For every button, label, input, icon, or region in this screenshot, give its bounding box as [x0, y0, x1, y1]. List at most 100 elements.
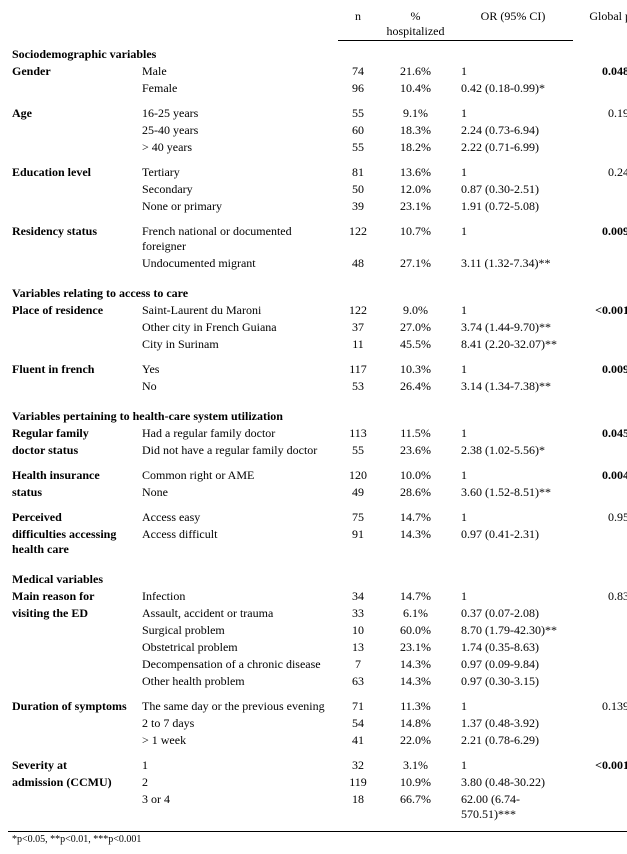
table-row: Education levelTertiary8113.6%10.24	[8, 164, 627, 181]
table-row: None or primary3923.1%1.91 (0.72-5.08)	[8, 198, 627, 215]
p-value	[573, 774, 627, 791]
variable-label	[8, 791, 138, 823]
variable-label	[8, 198, 138, 215]
category-label: 2	[138, 774, 338, 791]
or-value: 1	[453, 63, 573, 80]
p-value: 0.83	[573, 588, 627, 605]
p-value	[573, 378, 627, 395]
category-label: Undocumented migrant	[138, 255, 338, 272]
n-value: 74	[338, 63, 378, 80]
or-value: 8.41 (2.20-32.07)**	[453, 336, 573, 353]
pct-value: 14.3%	[378, 656, 453, 673]
p-value	[573, 139, 627, 156]
table-row: No5326.4%3.14 (1.34-7.38)**	[8, 378, 627, 395]
variable-label: Education level	[8, 164, 138, 181]
or-value: 1	[453, 509, 573, 526]
n-value: 122	[338, 302, 378, 319]
n-value: 39	[338, 198, 378, 215]
n-value: 122	[338, 223, 378, 255]
table-row: Regular familyHad a regular family docto…	[8, 425, 627, 442]
variable-label: visiting the ED	[8, 605, 138, 622]
blank-header	[138, 8, 338, 41]
p-value: 0.95	[573, 509, 627, 526]
or-value: 1	[453, 105, 573, 122]
table-row: Place of residenceSaint-Laurent du Maron…	[8, 302, 627, 319]
category-label: Did not have a regular family doctor	[138, 442, 338, 459]
table-row: Other health problem6314.3%0.97 (0.30-3.…	[8, 673, 627, 690]
table-row: Residency statusFrench national or docum…	[8, 223, 627, 255]
variable-label	[8, 139, 138, 156]
or-value: 3.60 (1.52-8.51)**	[453, 484, 573, 501]
col-header-pct: % hospitalized	[378, 8, 453, 41]
variable-label: Residency status	[8, 223, 138, 255]
category-label: Common right or AME	[138, 467, 338, 484]
variable-label: Duration of symptoms	[8, 698, 138, 715]
p-value: 0.004	[573, 467, 627, 484]
or-value: 2.38 (1.02-5.56)*	[453, 442, 573, 459]
table-row: 2 to 7 days5414.8%1.37 (0.48-3.92)	[8, 715, 627, 732]
variable-label	[8, 122, 138, 139]
n-value: 63	[338, 673, 378, 690]
pct-value: 9.1%	[378, 105, 453, 122]
variable-label	[8, 715, 138, 732]
variable-label	[8, 181, 138, 198]
pct-value: 11.3%	[378, 698, 453, 715]
or-value: 0.97 (0.09-9.84)	[453, 656, 573, 673]
pct-value: 11.5%	[378, 425, 453, 442]
pct-value: 14.8%	[378, 715, 453, 732]
variable-label	[8, 673, 138, 690]
category-label: 3 or 4	[138, 791, 338, 823]
col-header-p: Global p	[573, 8, 627, 41]
n-value: 41	[338, 732, 378, 749]
category-label: 2 to 7 days	[138, 715, 338, 732]
table-row: Surgical problem1060.0%8.70 (1.79-42.30)…	[8, 622, 627, 639]
or-value: 1	[453, 223, 573, 255]
p-value: 0.009	[573, 223, 627, 255]
variable-label: Health insurance	[8, 467, 138, 484]
n-value: 48	[338, 255, 378, 272]
category-label: Access difficult	[138, 526, 338, 558]
pct-value: 13.6%	[378, 164, 453, 181]
or-value: 3.11 (1.32-7.34)**	[453, 255, 573, 272]
pct-value: 10.7%	[378, 223, 453, 255]
category-label: Surgical problem	[138, 622, 338, 639]
p-value	[573, 198, 627, 215]
n-value: 96	[338, 80, 378, 97]
pct-value: 10.3%	[378, 361, 453, 378]
or-value: 1.91 (0.72-5.08)	[453, 198, 573, 215]
table-row: GenderMale7421.6%10.048	[8, 63, 627, 80]
p-value: 0.24	[573, 164, 627, 181]
n-value: 55	[338, 105, 378, 122]
category-label: Other health problem	[138, 673, 338, 690]
pct-value: 9.0%	[378, 302, 453, 319]
p-value: <0.001	[573, 757, 627, 774]
category-label: 1	[138, 757, 338, 774]
table-row: Duration of symptomsThe same day or the …	[8, 698, 627, 715]
category-label: Decompensation of a chronic disease	[138, 656, 338, 673]
category-label: Access easy	[138, 509, 338, 526]
variable-label	[8, 378, 138, 395]
category-label: Female	[138, 80, 338, 97]
category-label: 25-40 years	[138, 122, 338, 139]
or-value: 1	[453, 757, 573, 774]
table-row: difficulties accessing health careAccess…	[8, 526, 627, 558]
table-row: Health insuranceCommon right or AME12010…	[8, 467, 627, 484]
n-value: 119	[338, 774, 378, 791]
table-row: Undocumented migrant4827.1%3.11 (1.32-7.…	[8, 255, 627, 272]
pct-value: 10.0%	[378, 467, 453, 484]
section-title: Variables relating to access to care	[8, 280, 627, 302]
table-row: Fluent in frenchYes11710.3%10.009	[8, 361, 627, 378]
table-row: Severity at1323.1%1<0.001	[8, 757, 627, 774]
p-value	[573, 732, 627, 749]
category-label: > 40 years	[138, 139, 338, 156]
or-value: 1	[453, 588, 573, 605]
n-value: 71	[338, 698, 378, 715]
or-value: 1	[453, 467, 573, 484]
category-label: The same day or the previous evening	[138, 698, 338, 715]
table-row: Main reason forInfection3414.7%10.83	[8, 588, 627, 605]
table-row: > 1 week4122.0%2.21 (0.78-6.29)	[8, 732, 627, 749]
or-value: 0.97 (0.30-3.15)	[453, 673, 573, 690]
table-row: admission (CCMU)211910.9%3.80 (0.48-30.2…	[8, 774, 627, 791]
or-value: 1	[453, 425, 573, 442]
variable-label	[8, 255, 138, 272]
